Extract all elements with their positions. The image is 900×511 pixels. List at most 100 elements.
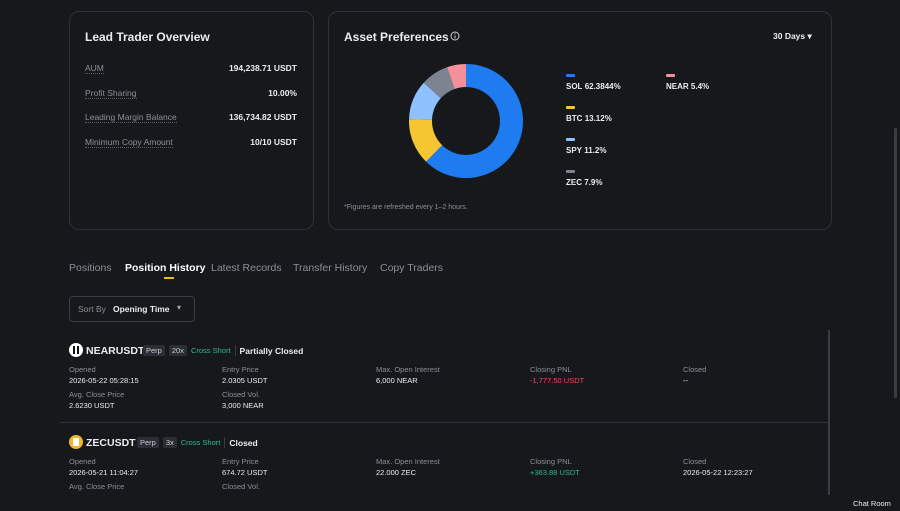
tag: 3x xyxy=(162,437,177,448)
legend-entry: BTC 13.12% xyxy=(566,114,612,123)
legend-name: ZEC xyxy=(566,178,582,187)
legend-entry: ZEC 7.9% xyxy=(566,178,602,187)
tab[interactable]: Transfer History xyxy=(293,262,368,274)
field-value: 2026-05-21 11:04:27 xyxy=(69,468,139,477)
field-value: 3,000 NEAR xyxy=(222,401,264,410)
donut-segment xyxy=(423,67,455,99)
field-label: Closed Vol. xyxy=(222,390,260,399)
coin-glyph xyxy=(73,438,79,446)
tag: Cross Short xyxy=(190,346,231,355)
tab[interactable]: Position History xyxy=(125,262,206,274)
field-value: -- xyxy=(683,376,688,385)
legend-value: 11.2% xyxy=(584,146,607,155)
donut-segment xyxy=(409,82,441,120)
legend-value: 7.9% xyxy=(584,178,603,187)
overview-value: 10/10 USDT xyxy=(250,136,297,147)
legend-value: 13.12% xyxy=(584,114,612,123)
overview-label: Leading Margin Balance xyxy=(85,112,177,123)
legend-swatch xyxy=(566,170,575,173)
donut-segment xyxy=(425,64,523,178)
overview-label: Minimum Copy Amount xyxy=(85,136,173,148)
legend-entry: SPY 11.2% xyxy=(566,146,607,155)
overview-label: AUM xyxy=(85,63,104,74)
legend-swatch xyxy=(666,74,675,77)
field-value: 6,000 NEAR xyxy=(376,376,418,385)
overview-value: 194,238.71 USDT xyxy=(228,63,297,73)
sort-value: Opening Time xyxy=(113,304,170,314)
note: *Figures are refreshed every 1–2 hours. xyxy=(344,204,468,211)
donut-segment xyxy=(409,119,443,162)
field-value: 2026-05-22 12:23:27 xyxy=(683,468,753,477)
legend-value: 5.4% xyxy=(690,82,710,91)
field-value: 658.12 USDT xyxy=(69,493,114,495)
field-label: Max. Open Interest xyxy=(376,365,440,374)
position-list: NEARUSDT Perp 20x Cross Short Partially Clos… xyxy=(0,330,828,495)
symbol: NEARUSDT xyxy=(86,345,145,357)
field-value: +363.88 USDT xyxy=(530,468,580,477)
coin-icon xyxy=(69,343,83,357)
tag: Perp xyxy=(143,345,165,356)
overview-card xyxy=(69,11,314,230)
chat-room[interactable]: Chat Room xyxy=(853,499,891,508)
symbol: ZECUSDT xyxy=(86,437,136,449)
divider xyxy=(224,437,226,448)
donut-segment xyxy=(447,64,466,89)
overview-value: 136,734.82 USDT xyxy=(228,112,297,122)
field-label: Entry Price xyxy=(222,365,259,374)
tab[interactable]: Positions xyxy=(69,262,112,274)
scrollbar xyxy=(828,330,830,495)
legend-name: SPY xyxy=(566,146,583,155)
field-label: Entry Price xyxy=(222,457,259,466)
status: Partially Closed xyxy=(239,346,304,356)
field-value: 22.000 ZEC xyxy=(222,493,262,495)
field-label: Avg. Close Price xyxy=(69,390,125,399)
info-icon[interactable] xyxy=(450,31,460,41)
overview-title: Lead Trader Overview xyxy=(85,30,210,44)
tab[interactable]: Copy Traders xyxy=(380,262,444,274)
tag: Cross Short xyxy=(180,438,221,447)
legend-name: NEAR xyxy=(666,82,689,91)
page-scrollbar xyxy=(894,128,897,398)
divider xyxy=(234,345,236,356)
tab[interactable]: Latest Records xyxy=(211,262,282,274)
coin-icon xyxy=(69,435,83,449)
period-select[interactable]: 30 Days ▾ xyxy=(773,31,812,41)
field-value: -1,777.50 USDT xyxy=(530,376,585,385)
field-label: Opened xyxy=(69,365,96,374)
field-label: Avg. Close Price xyxy=(69,482,125,491)
field-label: Closing PNL xyxy=(530,457,572,466)
legend-name: SOL xyxy=(566,82,583,91)
tag: 20x xyxy=(168,345,187,356)
status: Closed xyxy=(229,438,258,448)
legend-value: 62.3844% xyxy=(584,82,621,91)
field-value: 2.0305 USDT xyxy=(222,376,268,385)
field-value: 2.6230 USDT xyxy=(69,401,115,410)
field-label: Opened xyxy=(69,457,96,466)
overview-label: Profit Sharing xyxy=(85,87,137,99)
field-label: Max. Open Interest xyxy=(376,457,440,466)
sort-label: Sort By xyxy=(78,304,106,314)
tab-indicator xyxy=(164,277,174,279)
overview-value: 10.00% xyxy=(268,87,297,98)
field-label: Closed xyxy=(683,457,707,466)
field-label: Closing PNL xyxy=(530,365,572,374)
field-value: 2026-05-22 05:28:15 xyxy=(69,376,139,385)
field-value: 22.000 ZEC xyxy=(376,468,417,477)
legend-swatch xyxy=(566,74,575,77)
legend-entry: SOL 62.3844% xyxy=(566,82,621,91)
field-label: Closed Vol. xyxy=(222,482,260,491)
legend-entry: NEAR 5.4% xyxy=(666,82,709,91)
period: 30 Days xyxy=(773,31,806,41)
legend-name: BTC xyxy=(566,114,583,123)
tag: Perp xyxy=(137,437,159,448)
row-divider xyxy=(60,422,828,423)
asset-title: Asset Preferences xyxy=(344,30,449,44)
donut-chart xyxy=(409,64,523,178)
field-value: 674.72 USDT xyxy=(222,468,268,477)
field-label: Closed xyxy=(683,365,707,374)
legend-swatch xyxy=(566,138,575,141)
coin-glyph xyxy=(73,346,79,354)
caret: ▾ xyxy=(177,303,182,312)
sort-dropdown[interactable] xyxy=(69,296,195,322)
